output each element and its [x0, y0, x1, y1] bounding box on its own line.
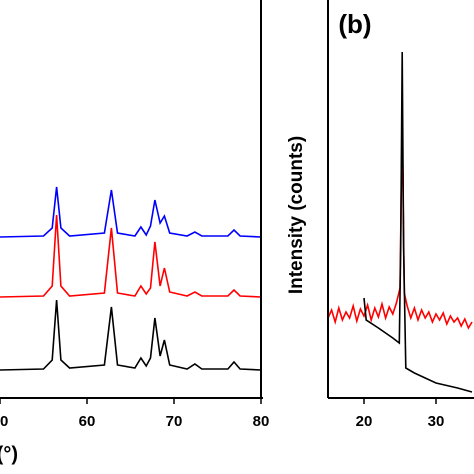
- x-tick-label: 20: [356, 413, 373, 430]
- x-tick-label: 60: [79, 413, 96, 430]
- xrd-line: [363, 51, 473, 393]
- x-tick-label: 80: [253, 413, 270, 430]
- y-axis-label: Intensity (counts): [286, 136, 307, 294]
- x-axis-label: 2θ (°): [0, 443, 18, 465]
- x-tick-label: 70: [166, 413, 183, 430]
- x-tick-label: 50: [0, 413, 8, 430]
- x-tick-label: 30: [428, 413, 445, 430]
- xrd-line: [0, 186, 262, 238]
- panel-title: (b): [338, 9, 371, 39]
- xrd-line: [0, 214, 262, 298]
- xrd-line: [0, 299, 262, 371]
